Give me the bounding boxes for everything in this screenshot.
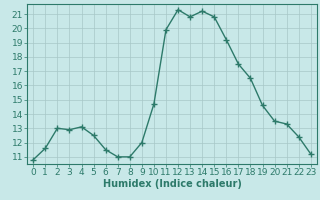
X-axis label: Humidex (Indice chaleur): Humidex (Indice chaleur) <box>103 179 241 189</box>
